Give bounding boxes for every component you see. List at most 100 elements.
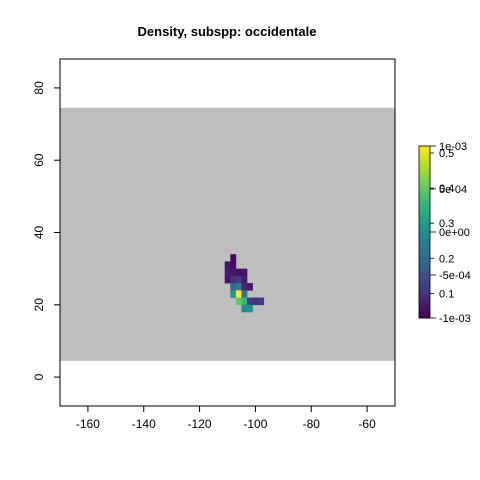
colorbar-segment [419,306,430,310]
density-cell [224,261,231,269]
colorbar-segment [419,166,430,170]
colorbar-segment [419,289,430,293]
density-cell [247,304,253,313]
density-cell [230,268,237,277]
colorbar-segment [419,160,430,164]
colorbar-segment [419,254,430,259]
colorbar-segment [419,266,430,270]
density-cell [241,268,248,277]
density-cell [241,283,248,291]
x-tick-label: -120 [188,417,212,431]
y-tick-label: 80 [32,81,46,95]
colorbar-segment [419,214,430,219]
colorbar-segment [419,295,430,299]
colorbar-segment [419,240,430,244]
background-band [60,107,395,361]
x-axis: -160 -140 -120 -100 -80 -60 [76,405,376,431]
colorbar-segment [419,183,430,187]
colorbar-segment [419,229,430,233]
x-tick-label: -80 [303,417,321,431]
colorbar-segment [419,177,430,181]
colorbar-segment [419,217,430,221]
colorbar-segment [419,246,430,250]
colorbar-segment [419,174,430,178]
density-cell [235,275,242,284]
colorbar-segment [419,180,430,184]
colorbar-segment [419,283,430,287]
y-tick-label: 0 [32,373,46,380]
density-cell [230,275,237,284]
colorbar-segment [419,237,430,241]
colorbar-segment [419,223,430,227]
colorbar-label: 0.1 [439,288,454,300]
colorbar-segment [419,280,430,284]
colorbar-segment [419,146,430,150]
colorbar-segment [419,272,430,276]
colorbar-segment [419,151,430,155]
density-cell [241,275,248,284]
colorbar-segment [419,232,430,236]
colorbar-segment [419,189,430,193]
colorbar-segment [419,286,430,290]
colorbar-segment [419,154,430,158]
colorbar-segment [419,211,430,216]
colorbar-label: 1e-03 [439,141,467,153]
colorbar-segment [419,315,430,319]
y-tick-label: 20 [32,298,46,312]
density-cell [235,283,242,291]
colorbar-segment [419,252,430,256]
colorbar-segment [419,200,430,204]
colorbar-label: 0e+00 [439,227,470,239]
x-tick-label: -160 [76,417,100,431]
colorbar-segment [419,263,430,267]
colorbar-label: -5e-04 [439,270,471,282]
colorbar-segment [419,249,430,253]
density-cell [235,268,242,277]
colorbar-segment [419,269,430,273]
colorbar-segment [419,300,430,305]
x-tick-label: -140 [132,417,156,431]
colorbar-label: 0.3 [439,218,454,230]
colorbar-segment [419,168,430,173]
density-cell [258,297,265,306]
density-cell [252,297,259,306]
colorbar-segment [419,220,430,224]
y-tick-label: 60 [32,153,46,167]
density-cell [241,304,248,313]
density-cell [230,254,237,262]
density-cell [224,268,231,277]
colorbar-segment [419,275,430,279]
density-cell [241,297,248,306]
colorbar-segment [419,303,430,307]
chart-title: Density, subspp: occidentale [138,24,317,39]
colorbar-segment [419,234,430,239]
colorbar-segment [419,260,430,264]
density-cell [230,290,237,298]
colorbar-label: 0.4 [439,183,454,195]
density-cell [247,283,253,291]
density-cell [247,297,253,306]
colorbar-segment [419,206,430,210]
colorbar-segment [419,209,430,213]
density-cell [235,297,242,306]
colorbar-segment [419,163,430,167]
density-cells [224,254,265,313]
colorbar-segment [419,277,430,282]
x-tick-label: -60 [358,417,376,431]
colorbar-segment [419,197,430,201]
x-tick-label: -100 [243,417,267,431]
colorbar-segment [419,292,430,296]
colorbar-segment [419,171,430,176]
colorbar-segment [419,148,430,153]
colorbar-label: 5e-04 [439,184,467,196]
colorbar-label: 0.5 [439,148,454,160]
colorbar-segment [419,257,430,262]
colorbar-segment [419,309,430,313]
colorbar-segment [419,226,430,230]
density-cell [241,290,248,298]
colorbar-segment [419,203,430,207]
density-cell [230,283,237,291]
colorbar-segment [419,191,430,196]
colorbar-segment [419,186,430,190]
